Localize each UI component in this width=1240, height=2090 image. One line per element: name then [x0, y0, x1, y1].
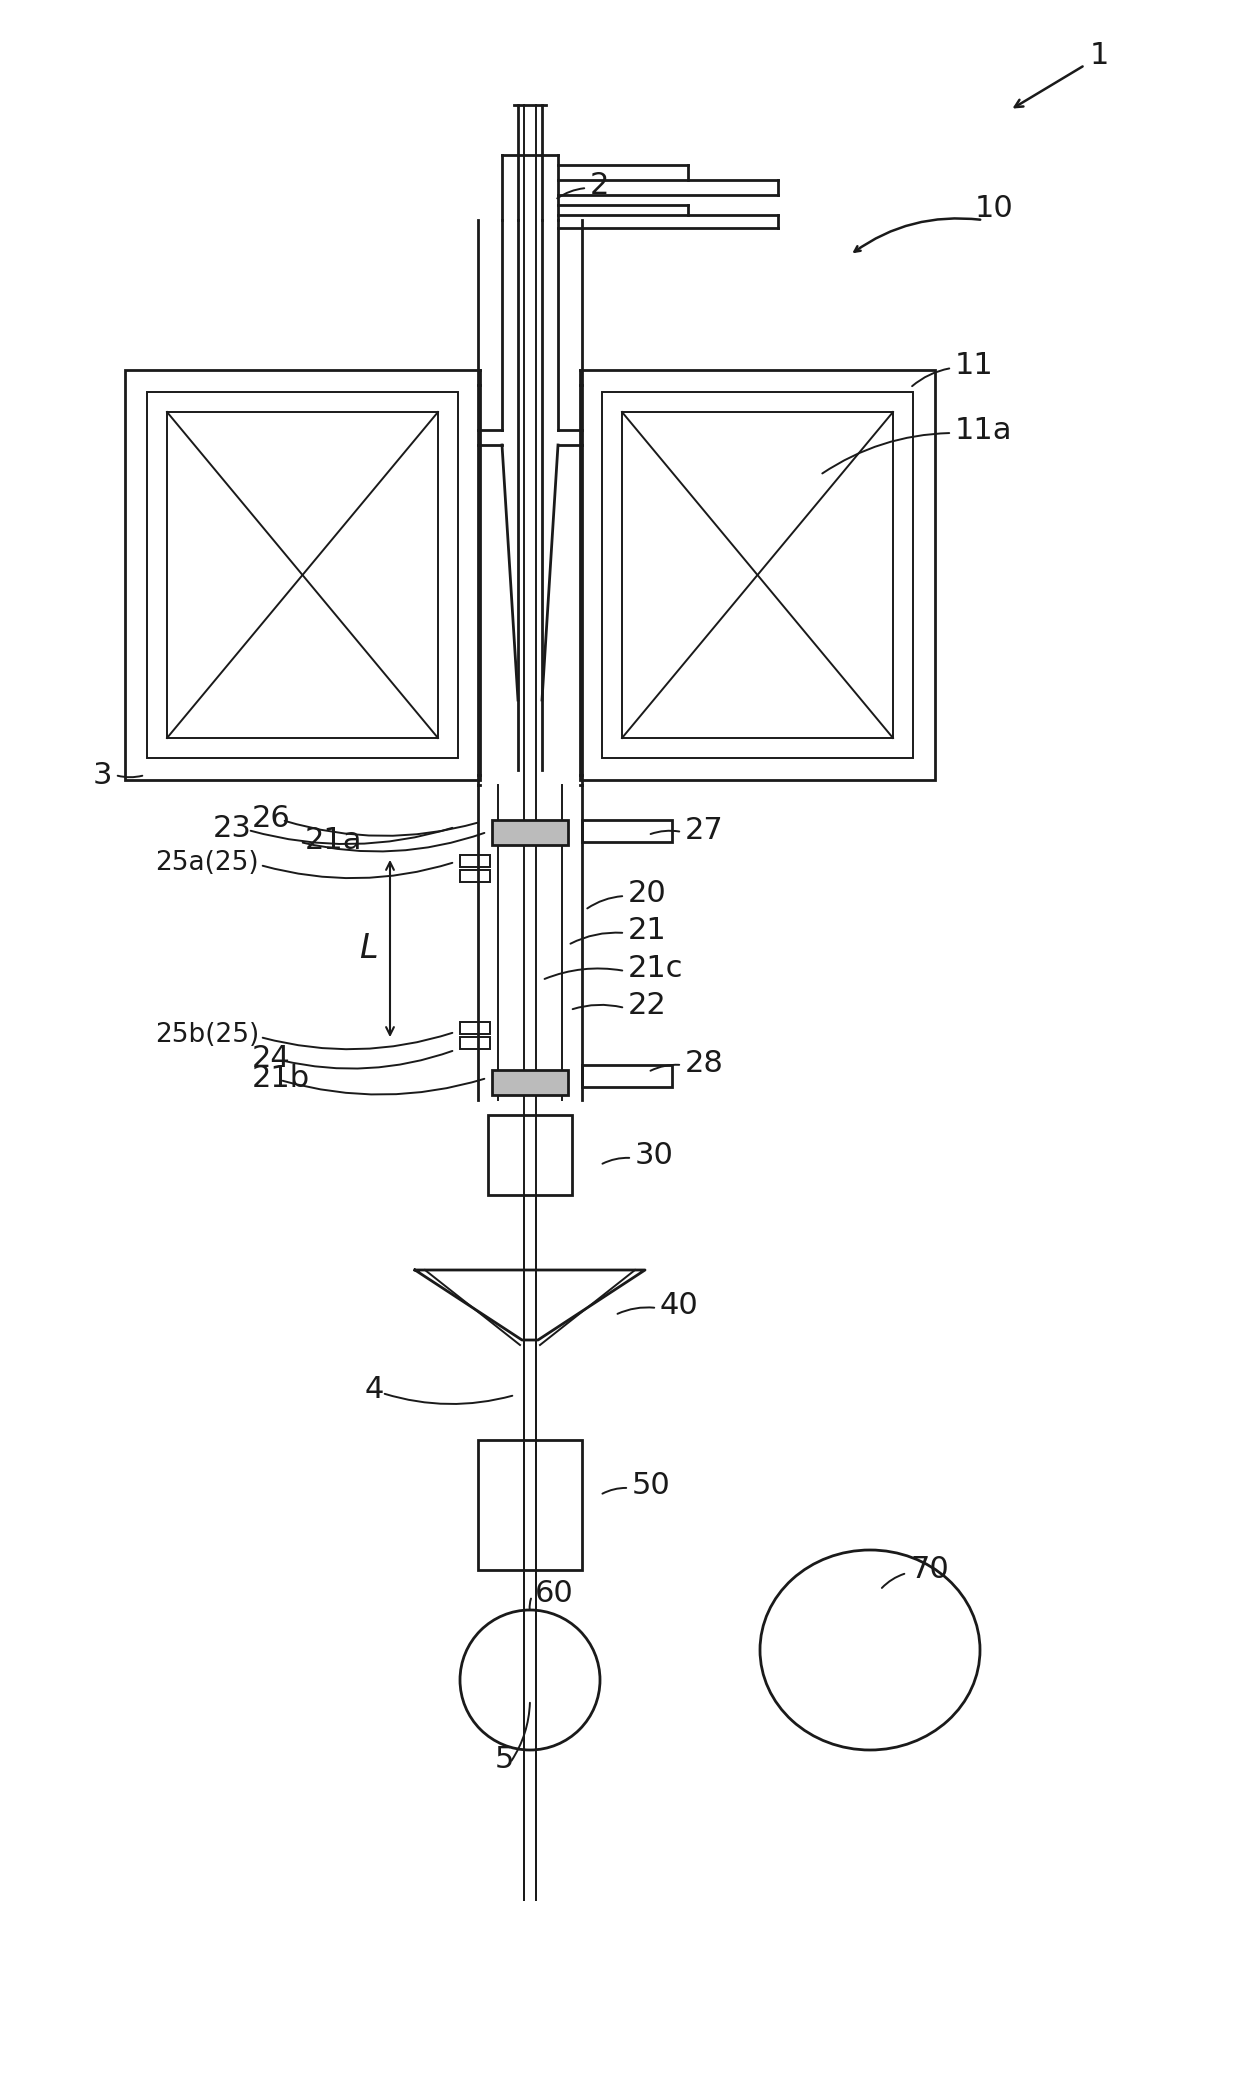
Text: 2: 2: [590, 171, 609, 199]
Text: 70: 70: [910, 1555, 949, 1584]
Text: 25b(25): 25b(25): [155, 1022, 259, 1047]
Bar: [460, 1022, 490, 1035]
Text: 4: 4: [365, 1375, 384, 1404]
Text: 21b: 21b: [252, 1064, 310, 1093]
Text: 40: 40: [660, 1290, 699, 1319]
Text: 3: 3: [93, 761, 113, 790]
Bar: [477, 1440, 582, 1570]
Bar: [582, 1066, 672, 1087]
Bar: [582, 819, 672, 842]
Text: 23: 23: [213, 813, 252, 842]
Bar: [125, 370, 480, 780]
Bar: [601, 393, 913, 759]
Text: 25a(25): 25a(25): [155, 851, 259, 876]
Text: 50: 50: [632, 1471, 671, 1499]
Bar: [492, 819, 568, 844]
Bar: [167, 412, 438, 738]
Text: 1: 1: [1090, 40, 1110, 69]
Text: 22: 22: [627, 991, 667, 1020]
Text: 20: 20: [627, 878, 667, 907]
Bar: [460, 855, 490, 867]
Text: 5: 5: [495, 1745, 515, 1774]
Text: 21a: 21a: [305, 826, 362, 855]
Bar: [148, 393, 458, 759]
Bar: [460, 1037, 490, 1049]
Text: 11a: 11a: [955, 416, 1013, 445]
Bar: [460, 869, 490, 882]
Text: 26: 26: [252, 803, 290, 832]
Text: L: L: [358, 932, 377, 963]
Bar: [580, 370, 935, 780]
Text: 30: 30: [635, 1141, 673, 1170]
Text: 11: 11: [955, 351, 993, 380]
Bar: [489, 1114, 572, 1195]
Text: 10: 10: [975, 194, 1014, 222]
Text: 28: 28: [684, 1049, 724, 1078]
Text: 60: 60: [534, 1578, 574, 1607]
Text: 21c: 21c: [627, 953, 683, 982]
Bar: [492, 1070, 568, 1095]
Text: 21: 21: [627, 915, 667, 945]
Text: 24: 24: [252, 1043, 290, 1072]
Text: 27: 27: [684, 815, 724, 844]
Bar: [622, 412, 893, 738]
